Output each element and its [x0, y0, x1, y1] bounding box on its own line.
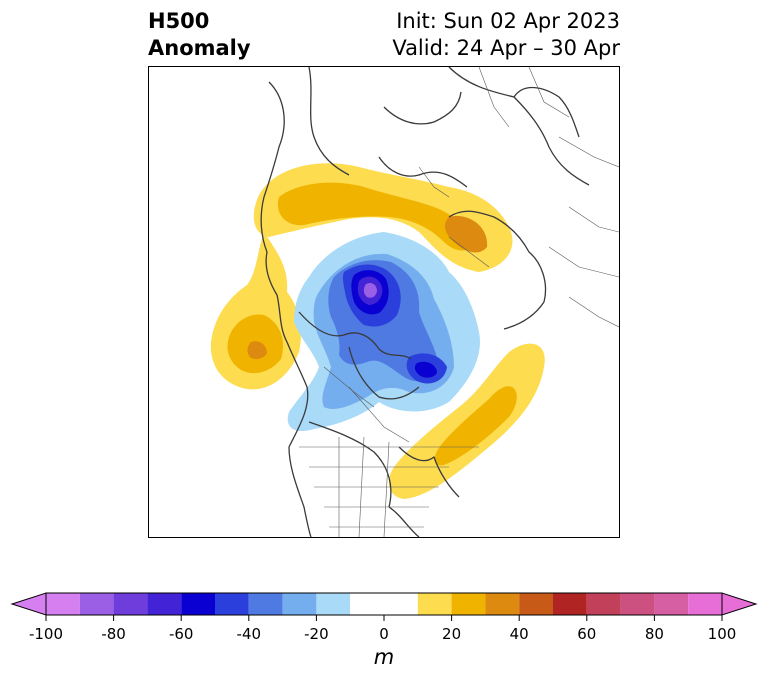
valid-range: Valid: 24 Apr – 30 Apr — [392, 36, 620, 60]
colorbar-unit-label: m — [373, 645, 395, 669]
map-panel — [148, 66, 620, 538]
coastline-outlines — [260, 67, 590, 537]
colorbar-segment — [417, 593, 452, 615]
colorbar-tick-label: -20 — [304, 625, 329, 643]
colorbar-segment — [181, 593, 215, 615]
colorbar-ticks — [45, 615, 723, 621]
colorbar-segment — [147, 593, 182, 615]
colorbar-segment — [451, 593, 486, 615]
colorbar-tick-label: -100 — [28, 625, 64, 643]
colorbar — [10, 592, 758, 621]
colorbar-segment — [553, 593, 587, 615]
colorbar-segment — [688, 593, 722, 615]
colorbar-segment — [620, 593, 655, 615]
colorbar-tick-label: 80 — [644, 625, 664, 643]
colorbar-tick-label: 100 — [707, 625, 737, 643]
colorbar-tick-label: -60 — [168, 625, 194, 643]
title-variable: H500 — [148, 9, 210, 33]
colorbar-segment — [586, 593, 621, 615]
colorbar-tick-label: -80 — [101, 625, 126, 643]
colorbar-segment — [215, 593, 249, 615]
positive-anomaly-eurasia — [253, 163, 513, 272]
colorbar-tick-label: 40 — [509, 625, 529, 643]
title-product: Anomaly — [148, 36, 251, 60]
colorbar-tick-label: -40 — [236, 625, 262, 643]
colorbar-segment — [113, 593, 148, 615]
positive-anomaly-gulf-of-alaska — [210, 232, 301, 390]
colorbar-tick-label: 20 — [442, 625, 462, 643]
colorbar-segment — [350, 593, 418, 615]
colorbar-segment — [654, 593, 689, 615]
chart-title-left: H500 Anomaly — [148, 8, 251, 62]
colorbar-extend-max — [721, 592, 758, 616]
colorbar-segment — [79, 593, 114, 615]
colorbar-segment — [248, 593, 283, 615]
colorbar-segment — [46, 593, 80, 615]
colorbar-segments — [10, 592, 758, 616]
colorbar-segment — [316, 593, 351, 615]
colorbar-tick-label: 0 — [379, 625, 389, 643]
negative-anomaly-arctic — [287, 232, 480, 432]
chart-title-right: Init: Sun 02 Apr 2023 Valid: 24 Apr – 30… — [392, 8, 620, 62]
init-date: Init: Sun 02 Apr 2023 — [396, 9, 620, 33]
colorbar-extend-min — [10, 592, 47, 616]
country-borders — [299, 67, 619, 537]
colorbar-tick-label: 60 — [577, 625, 597, 643]
colorbar-segment — [519, 593, 553, 615]
colorbar-segment — [282, 593, 317, 615]
anomaly-map — [210, 67, 619, 537]
colorbar-segment — [485, 593, 520, 615]
